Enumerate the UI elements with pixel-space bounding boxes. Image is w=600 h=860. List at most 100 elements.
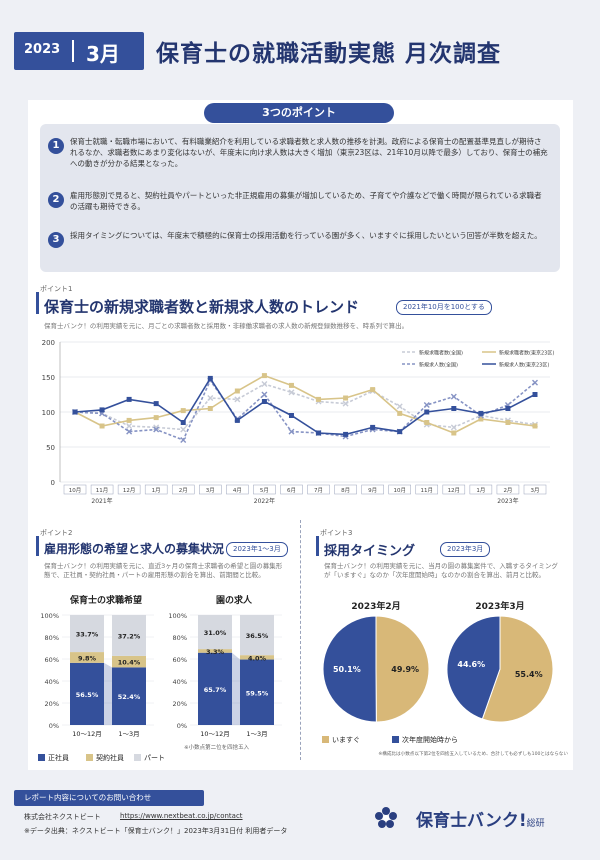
x-tick-label: 11月 [421,487,434,494]
bar-segment [70,652,104,663]
data-point [180,437,187,443]
data-point [316,430,322,436]
timing-pie-charts: 2023年2月 49.9% 50.1% 2023年3月 55.4% 44.6% いますぐ 次年… [322,600,568,757]
data-point [532,392,538,397]
section1-tag: ポイント1 [40,285,73,293]
month-label: 3月 [86,42,120,66]
x-tick-label: 12月 [123,487,136,494]
section2-badge: 2023年1〜3月 [226,542,288,557]
section1-badge: 2021年10月を100とする [396,300,492,315]
legend-swatch [392,736,399,743]
data-point [207,395,214,401]
data-point [261,381,268,387]
y-tick-label: 20% [173,700,187,708]
x-tick-label: 1月 [476,487,485,494]
y-tick-label: 20% [45,700,59,708]
bar-chart-title: 園の求人 [216,595,253,606]
legend-label: 新規求職者数(東京23区) [499,350,554,357]
point-number: 3 [48,232,64,248]
data-point [423,402,430,408]
legend-label: 新規求人数(東京23区) [499,362,549,369]
data-point [207,406,213,411]
data-point [99,423,105,429]
data-point [207,375,213,381]
pie-value-label: 44.6% [457,660,485,669]
bar-segment [198,652,232,725]
legend-label: パート [144,754,165,762]
x-tick-label: 10月 [69,487,82,494]
bar-value-label: 36.5% [246,632,269,640]
legend-label: 次年度開始時から [402,735,458,744]
bar-value-label: 10.4% [118,659,141,667]
section1-bar [36,292,39,314]
data-point [343,431,349,437]
data-point [261,373,267,379]
y-tick-label: 60% [173,656,187,664]
x-tick-box [199,484,222,495]
x-tick-box [388,484,411,495]
bar-segment [70,662,104,725]
y-tick-label: 150 [42,374,55,382]
y-tick-label: 40% [173,678,187,686]
section3-badge: 2023年3月 [440,542,491,557]
x-tick-box [334,484,357,495]
x-tick-box [253,484,276,495]
legend-label: 正社員 [48,753,69,762]
points-box: 1 保育士就職・転職市場において、有料職業紹介を利用している求職者数と求人数の推… [40,124,560,272]
y-tick-label: 60% [45,656,59,664]
x-tick-label: 2月 [503,487,512,494]
data-point [505,420,511,425]
x-tick-label: 1月 [152,487,161,494]
data-point [153,415,159,421]
brand-suffix: 総研 [526,819,545,829]
year-label: 2023年 [497,497,518,505]
section3-bar [316,536,319,556]
data-point [396,403,403,410]
y-tick-label: 80% [173,634,187,642]
data-point [288,413,294,418]
data-point [450,424,457,431]
data-point [99,407,105,413]
brand-name: 保育士バンク! [416,811,527,831]
bar-chart-title: 保育士の求職希望 [69,595,142,606]
y-tick-label: 50 [46,444,55,452]
bar-segment [240,615,274,656]
year-label: 2021年 [91,497,112,505]
data-point [478,410,484,416]
x-tick-label: 3月 [206,487,215,494]
page-title: 保育士の就職活動実態 月次調査 [156,41,502,67]
x-tick-label: 11月 [96,487,109,494]
legend-label: 新規求職者数(全国) [419,350,463,357]
data-point [180,426,187,433]
section2-title: 雇用形態の希望と求人の募集状況 [44,542,225,556]
series-line [74,383,536,431]
bar-value-label: 4.0% [248,654,267,662]
pie-value-label: 55.4% [515,670,543,679]
data-point [234,388,240,394]
data-point [343,395,349,401]
legend-swatch [134,754,141,761]
point-text: 雇用形態別で見ると、契約社員やパートといった非正規雇用の募集が増加しているため、… [70,191,542,211]
pie-slice [446,615,501,720]
y-tick-label: 0 [51,479,55,487]
data-point [288,389,295,396]
y-tick-label: 100 [42,409,55,417]
y-tick-label: 0% [177,722,187,730]
pie-footnote: ※構成比は小数点以下第2位を四捨五入しているため、合計しても必ずしも100とはな… [378,750,568,757]
x-tick-label: 8月 [341,487,350,494]
data-point [288,382,294,388]
legend-label: 新規求人数(全国) [419,362,458,369]
x-tick-label: 4月 [233,487,242,494]
contact-link[interactable]: https://www.nextbeat.co.jp/contact [120,812,243,820]
y-tick-label: 80% [45,634,59,642]
x-tick-box [469,484,493,495]
data-point [532,423,538,429]
bar-segment [112,655,146,668]
bar-value-label: 37.2% [118,632,141,640]
bar-connector [232,652,240,725]
x-tick-box [523,484,547,495]
x-tick-box [415,484,439,495]
legend-swatch [322,736,329,743]
data-point [424,409,430,415]
section2-bar [36,536,39,556]
